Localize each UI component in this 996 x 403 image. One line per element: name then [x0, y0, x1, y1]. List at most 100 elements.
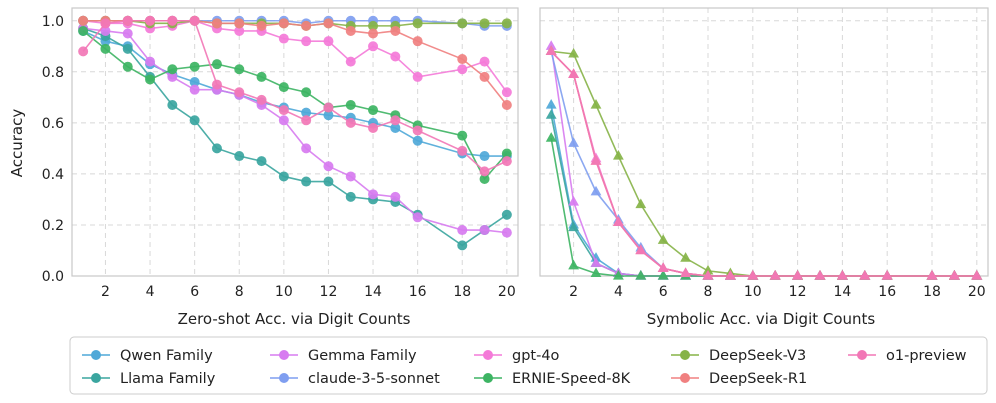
data-point [189, 61, 200, 72]
data-point [78, 25, 89, 36]
series-gpt-4o [78, 15, 512, 98]
data-point [881, 270, 893, 280]
data-point [278, 171, 289, 182]
data-point [457, 64, 468, 75]
data-point [256, 71, 267, 82]
data-point [769, 270, 781, 280]
data-point [971, 270, 983, 280]
data-point [412, 135, 423, 146]
legend-entry: DeepSeek-V3 [671, 348, 806, 364]
series-line [550, 50, 977, 277]
data-point [501, 209, 512, 220]
series-llama-family [78, 23, 512, 251]
data-point [122, 15, 133, 26]
data-point [145, 56, 156, 67]
data-point [345, 171, 356, 182]
x-tick-label: 14 [364, 284, 382, 300]
data-point [412, 125, 423, 136]
data-point [345, 117, 356, 128]
series-line [550, 51, 977, 277]
x-tick-label: 8 [704, 284, 713, 300]
data-point [501, 87, 512, 98]
data-point [167, 71, 178, 82]
data-point [457, 240, 468, 251]
legend-entry: Gemma Family [270, 348, 417, 364]
data-point [792, 270, 803, 280]
data-point [479, 225, 490, 236]
zero-shot-xlabel: Zero-shot Acc. via Digit Counts [178, 310, 411, 328]
data-point [837, 270, 848, 280]
y-tick-label: 0.8 [42, 65, 64, 81]
series-deepseek-v3 [78, 15, 512, 31]
data-point [368, 20, 379, 31]
data-point [323, 176, 334, 187]
series-llama-family [545, 109, 983, 280]
data-point [301, 36, 312, 47]
series-qwen-family [545, 98, 983, 280]
data-point [680, 267, 691, 278]
legend-marker [91, 373, 101, 383]
data-point [345, 99, 356, 110]
data-point [501, 99, 512, 110]
x-tick-label: 20 [968, 284, 986, 300]
zero-shot-panel: 2 4 6 8 10 12 14 16 18 20 0.0 0.2 0.4 0.6 0.8 1.0 [42, 7, 519, 300]
data-point [590, 257, 602, 267]
series-line [550, 50, 977, 277]
series-line [551, 50, 977, 277]
legend-label: ERNIE-Speed-8K [512, 371, 631, 387]
legend-entry: Llama Family [82, 371, 216, 387]
data-point [301, 87, 312, 98]
x-tick-label: 20 [498, 284, 516, 300]
x-tick-label: 8 [235, 284, 244, 300]
series-gpt-4o [545, 45, 983, 280]
data-point [590, 98, 602, 109]
data-point [301, 143, 312, 154]
data-point [390, 25, 401, 36]
data-point [189, 15, 200, 26]
legend-label: Gemma Family [308, 348, 417, 364]
data-point [122, 61, 133, 72]
data-point [278, 33, 289, 44]
data-point [457, 145, 468, 156]
x-tick-label: 6 [190, 284, 199, 300]
x-tick-label: 10 [275, 284, 293, 300]
data-point [568, 137, 579, 147]
x-tick-label: 16 [878, 284, 896, 300]
data-point [501, 18, 512, 29]
data-point [368, 105, 379, 116]
symbolic-panel: 2 4 6 8 10 12 14 16 18 20 [539, 7, 989, 300]
data-point [479, 174, 490, 185]
data-point [457, 130, 468, 141]
x-tick-label: 10 [744, 284, 762, 300]
x-tick-label: 12 [789, 284, 807, 300]
data-point [323, 36, 334, 47]
data-point [323, 18, 334, 29]
data-point [100, 25, 111, 36]
legend-entry: DeepSeek-R1 [671, 371, 807, 387]
legend-frame [69, 336, 988, 395]
series-line [550, 115, 977, 277]
data-point [211, 18, 222, 29]
x-tick-label: 2 [101, 284, 110, 300]
data-point [412, 18, 423, 29]
legend-marker [279, 373, 289, 383]
data-point [390, 122, 401, 133]
y-tick-label: 0.0 [42, 269, 64, 285]
data-point [78, 15, 89, 26]
data-point [501, 148, 512, 159]
series-gemma-family [545, 40, 983, 280]
data-point [412, 212, 423, 223]
legend-label: Qwen Family [120, 348, 213, 364]
data-point [568, 195, 579, 206]
data-point [501, 156, 512, 167]
series-deepseek-v3 [545, 45, 983, 280]
series-deepseek-r1 [545, 45, 983, 280]
y-tick-label: 0.6 [42, 116, 64, 132]
data-point [657, 262, 669, 272]
data-point [301, 20, 312, 31]
series-qwen-family [78, 25, 512, 162]
data-point [545, 98, 557, 109]
data-point [368, 41, 379, 52]
data-point [702, 264, 714, 275]
data-point [234, 64, 245, 75]
